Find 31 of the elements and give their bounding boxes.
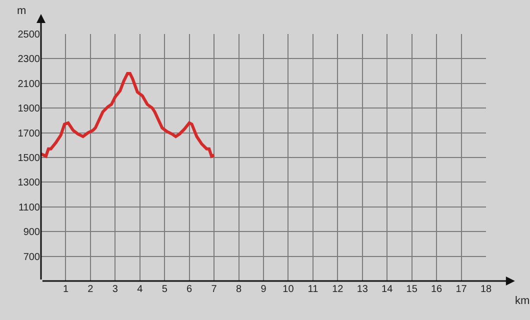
x-tick-label: 15 bbox=[406, 284, 418, 295]
x-tick-label: 2 bbox=[88, 284, 94, 295]
x-tick-label: 4 bbox=[137, 284, 144, 295]
x-tick-label: 8 bbox=[236, 284, 242, 295]
x-tick-label: 10 bbox=[282, 284, 294, 295]
x-tick-label: 13 bbox=[356, 284, 368, 295]
x-tick-label: 6 bbox=[186, 284, 193, 295]
y-tick-label: 700 bbox=[23, 252, 40, 263]
y-tick-label: 2500 bbox=[18, 30, 40, 40]
x-tick-label: 18 bbox=[480, 284, 492, 295]
y-tick-label: 2100 bbox=[18, 78, 40, 90]
x-tick-label: 11 bbox=[308, 284, 319, 295]
x-tick-label: 1 bbox=[62, 284, 69, 295]
x-tick-label: 16 bbox=[430, 284, 443, 295]
y-tick-label: 900 bbox=[23, 227, 40, 238]
x-tick-label: 3 bbox=[112, 284, 118, 295]
y-tick-label: 2300 bbox=[18, 54, 40, 66]
y-tick-label: 1300 bbox=[18, 178, 40, 189]
x-tick-label: 12 bbox=[332, 284, 344, 295]
y-tick-label: 1700 bbox=[18, 128, 40, 140]
line-series bbox=[41, 72, 216, 158]
y-tick-label: 1100 bbox=[18, 202, 40, 214]
x-tick-label: 7 bbox=[211, 284, 218, 295]
x-axis-title: km bbox=[515, 295, 530, 307]
x-tick-label: 9 bbox=[260, 284, 267, 295]
y-axis-title: m bbox=[17, 5, 26, 17]
x-tick-label: 17 bbox=[456, 284, 468, 295]
y-tick-label: 1900 bbox=[18, 104, 40, 115]
y-tick-label: 1500 bbox=[18, 153, 40, 164]
x-tick-label: 5 bbox=[162, 284, 168, 295]
x-tick-label: 14 bbox=[382, 284, 394, 295]
